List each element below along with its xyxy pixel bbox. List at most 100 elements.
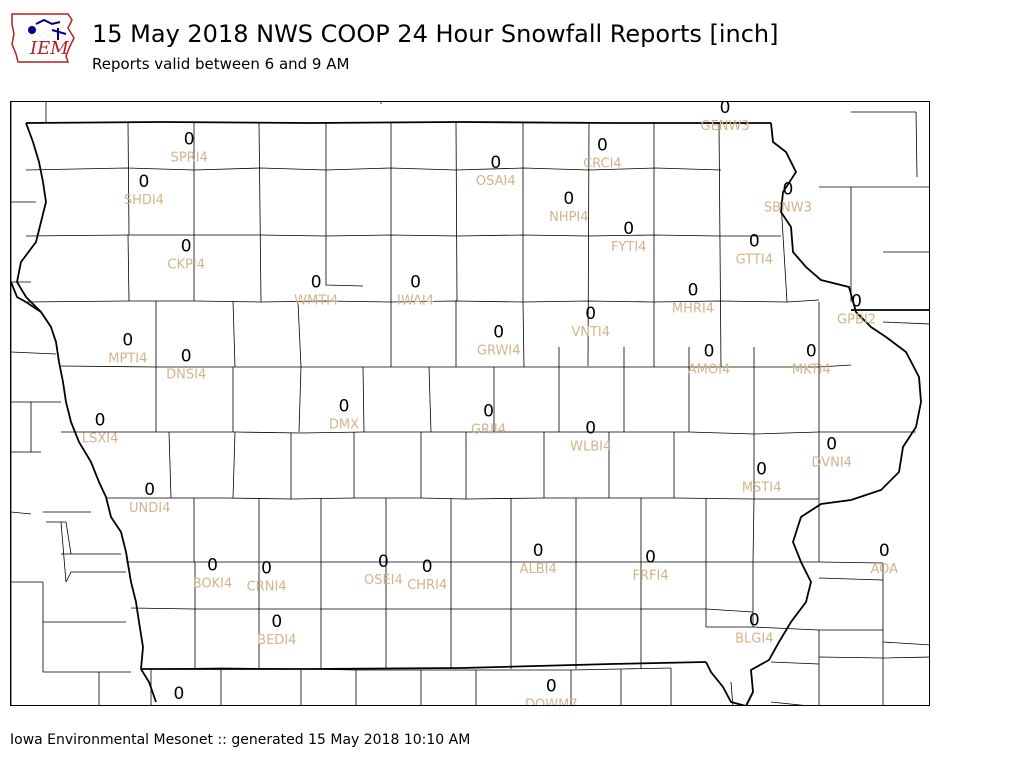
station-id-label: MKTI4 — [792, 363, 831, 378]
station-id-label: CRNI4 — [247, 579, 287, 594]
weather-icon-cloud — [35, 18, 61, 26]
station-value: 0 — [422, 557, 433, 577]
station-value: 0 — [749, 610, 760, 630]
station-value: 0 — [207, 555, 218, 575]
station-value: 0 — [184, 129, 195, 149]
station-id-label: IWAI4 — [397, 293, 434, 308]
state-boundaries — [11, 121, 929, 705]
station-id-label: DVNI4 — [811, 455, 852, 470]
station-value: 0 — [483, 401, 494, 421]
station-id-label: GRII4 — [471, 422, 506, 437]
snowfall-map: 0 SPRI4 0 SHDI4 0 CKPI4 0 WMTI4 0 IWAI4 0 OSAI4 0 CRC… — [10, 101, 930, 706]
station-value: 0 — [533, 541, 544, 561]
station-value: 0 — [851, 291, 862, 311]
station-id-label: BOKI4 — [193, 576, 233, 591]
station-layer: 0SPRI40SHDI40CKPI40WMTI40IWAI40OSAI40CRC… — [82, 102, 899, 706]
station-id-label: MPTI4 — [108, 352, 147, 367]
station-id-label: SPRI4 — [171, 150, 208, 165]
station-value: 0 — [879, 541, 890, 561]
station-value: 0 — [782, 180, 793, 200]
station-id-label: WLBI4 — [570, 440, 611, 455]
map-subtitle: Reports valid between 6 and 9 AM — [92, 55, 350, 73]
station-value: 0 — [563, 189, 574, 209]
station-id-label: DNSI4 — [166, 367, 206, 382]
logo-text: IEM — [29, 38, 69, 59]
station-id-label: LSXI4 — [82, 432, 119, 447]
station-id-label: OSEI4 — [364, 573, 403, 588]
station-value: 0 — [623, 219, 634, 239]
station-id-label: CHRI4 — [407, 578, 447, 593]
station-id-label: MSTI4 — [742, 480, 782, 495]
station-value: 0 — [138, 172, 149, 192]
station-id-label: GRWI4 — [477, 344, 521, 359]
station-id-label: GPBI2 — [837, 312, 876, 327]
station-value: 0 — [122, 331, 133, 351]
station-value: 0 — [597, 136, 608, 156]
station-id-label: SHDI4 — [124, 193, 164, 208]
station-value: 0 — [645, 547, 656, 567]
station-id-label: DMX — [329, 418, 359, 433]
station-value: 0 — [271, 612, 282, 632]
station-id-label: CRCI4 — [583, 157, 622, 172]
station-id-label: SBNW3 — [764, 201, 812, 216]
station-id-label: NHPI4 — [549, 210, 588, 225]
station-value: 0 — [585, 304, 596, 324]
station-id-label: FRFI4 — [633, 568, 669, 583]
station-id-label: FYTI4 — [611, 240, 646, 255]
station-value: 0 — [490, 153, 501, 173]
footer-credit: Iowa Environmental Mesonet :: generated … — [10, 732, 471, 748]
station-value: 0 — [688, 280, 699, 300]
station-value: 0 — [704, 342, 715, 362]
station-id-label: OSAI4 — [476, 174, 516, 189]
station-id-label: DOWM7 — [525, 697, 578, 706]
county-boundaries — [11, 102, 929, 705]
station-id-label: WMTI4 — [294, 293, 338, 308]
station-value: 0 — [826, 434, 837, 454]
station-id-label: AMOI4 — [688, 363, 730, 378]
iowa-outline-logo-shape — [11, 13, 75, 63]
station-value: 0 — [806, 342, 817, 362]
station-value: 0 — [181, 346, 192, 366]
station-value: 0 — [546, 676, 557, 696]
station-value: 0 — [311, 272, 322, 292]
station-value: 0 — [144, 480, 155, 500]
station-id-label: BEDI4 — [257, 633, 296, 648]
station-id-label: MHRI4 — [672, 301, 714, 316]
station-id-label: GENW3 — [701, 119, 750, 134]
station-value: 0 — [339, 397, 350, 417]
station-value: 0 — [749, 232, 760, 252]
station-value: 0 — [378, 552, 389, 572]
station-value: 0 — [493, 323, 504, 343]
station-id-label: CKPI4 — [167, 257, 205, 272]
station-value: 0 — [585, 419, 596, 439]
station-id-label: UNDI4 — [129, 501, 170, 516]
station-id-label: VNTI4 — [571, 325, 610, 340]
